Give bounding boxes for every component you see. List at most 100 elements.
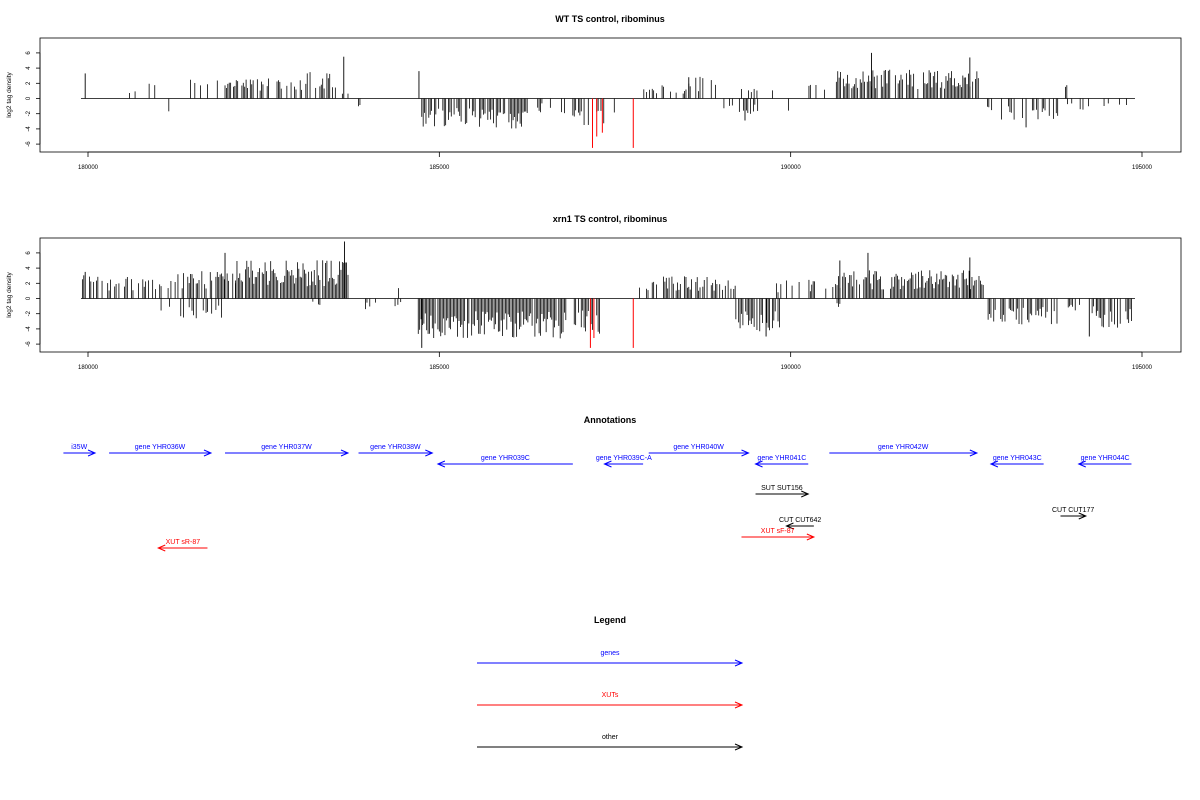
y-tick-label: 4 — [26, 66, 32, 70]
x-tick-label: 190000 — [781, 165, 802, 171]
y-tick-label: 0 — [26, 96, 32, 100]
annotation-label: gene YHR044C — [1081, 455, 1130, 462]
annotation-feature: XUT sF-87 — [741, 528, 816, 541]
annotation-feature: XUT sR-87 — [156, 539, 208, 552]
xrn1-track-panel: xrn1 TS control, ribominus log2 tag dens… — [6, 214, 1182, 371]
legend-entry-genes: genes — [477, 650, 744, 667]
legend-entry-other: other — [477, 734, 744, 751]
annotation-feature: gene YHR040W — [648, 444, 750, 457]
annotation-label: gene YHR036W — [135, 444, 186, 451]
xrn1-signal-bars — [80, 241, 1135, 348]
arrow-left-icon — [754, 460, 763, 468]
y-tick-label: -6 — [26, 141, 32, 147]
annotation-label: gene YHR041C — [757, 455, 806, 462]
annotation-feature: SUT SUT156 — [755, 485, 810, 498]
annotation-feature: gene YHR039C — [436, 455, 573, 468]
arrow-right-icon — [801, 490, 810, 498]
annotation-label: gene YHR039C — [481, 455, 530, 462]
annotation-label: CUT CUT642 — [779, 517, 821, 524]
x-tick-label: 185000 — [429, 365, 450, 371]
annotations-panel: Annotations i35W gene YHR036W gene YHR037W… — [63, 415, 1132, 552]
arrow-left-icon — [156, 544, 166, 552]
annotation-label: gene YHR042W — [878, 444, 929, 451]
y-tick-label: 2 — [26, 81, 32, 85]
annotation-label: i35W — [71, 444, 87, 451]
y-tick-label: -4 — [26, 126, 32, 132]
annotation-feature: gene YHR042W — [829, 444, 979, 457]
arrow-right-icon — [340, 449, 350, 457]
annotation-label: CUT CUT177 — [1052, 507, 1094, 514]
x-tick-label: 180000 — [78, 365, 99, 371]
y-tick-label: 0 — [26, 296, 32, 300]
annotation-feature: gene YHR036W — [109, 444, 213, 457]
y-tick-label: 6 — [26, 51, 32, 55]
annotation-feature: gene YHR044C — [1077, 455, 1132, 468]
arrow-left-icon — [436, 460, 446, 468]
legend-title: Legend — [594, 615, 626, 625]
annotation-label: SUT SUT156 — [761, 485, 803, 492]
xrn1-y-axis-label: log2 tag density — [6, 271, 13, 317]
annotation-feature: gene YHR038W — [358, 444, 434, 457]
legend-panel: Legend genes XUTs other — [477, 615, 744, 751]
wt-track-panel: WT TS control, ribominus log2 tag densit… — [6, 14, 1182, 171]
arrow-right-icon — [741, 449, 750, 457]
annotation-label: gene YHR040W — [673, 444, 724, 451]
annotation-feature: gene YHR043C — [989, 455, 1044, 468]
arrow-right-icon — [806, 533, 816, 541]
annotation-feature: i35W — [63, 444, 97, 457]
arrow-right-icon — [734, 701, 744, 709]
x-tick-label: 180000 — [78, 165, 99, 171]
arrow-left-icon — [603, 460, 612, 468]
arrow-left-icon — [989, 460, 999, 468]
legend-entry-xuts: XUTs — [477, 692, 744, 709]
wt-y-axis-label: log2 tag density — [6, 71, 13, 117]
xrn1-x-axis: 180000 185000 190000 195000 — [78, 351, 1153, 371]
arrow-right-icon — [734, 659, 744, 667]
xrn1-y-axis: 6 4 2 0 -2 -4 -6 — [26, 251, 41, 347]
annotation-label: XUT sF-87 — [761, 528, 795, 535]
x-tick-label: 195000 — [1132, 365, 1153, 371]
annotation-label: gene YHR039C-A — [596, 455, 652, 462]
annotation-feature: CUT CUT642 — [779, 517, 821, 530]
y-tick-label: -2 — [26, 310, 32, 316]
legend-label: other — [602, 734, 619, 741]
y-tick-label: -4 — [26, 326, 32, 332]
arrow-right-icon — [969, 449, 979, 457]
wt-signal-bars — [80, 52, 1135, 148]
annotation-feature: CUT CUT177 — [1052, 507, 1094, 520]
xrn1-plot-frame — [39, 237, 1182, 353]
annotation-label: gene YHR038W — [370, 444, 421, 451]
y-tick-label: 2 — [26, 281, 32, 285]
annotation-label: gene YHR043C — [993, 455, 1042, 462]
y-tick-label: 4 — [26, 266, 32, 270]
wt-track-title: WT TS control, ribominus — [555, 14, 665, 24]
arrow-left-icon — [785, 522, 794, 530]
wt-y-axis: 6 4 2 0 -2 -4 -6 — [26, 51, 41, 147]
y-tick-label: 6 — [26, 251, 32, 255]
legend-label: genes — [600, 650, 620, 657]
x-tick-label: 190000 — [781, 365, 802, 371]
arrow-right-icon — [1078, 512, 1088, 520]
y-tick-label: -2 — [26, 110, 32, 116]
annotation-feature: gene YHR039C-A — [596, 455, 652, 468]
annotation-features: i35W gene YHR036W gene YHR037W gene YHR038W… — [63, 444, 1132, 552]
wt-x-axis: 180000 185000 190000 195000 — [78, 151, 1153, 171]
annotation-feature: gene YHR037W — [225, 444, 350, 457]
arrow-right-icon — [425, 449, 434, 457]
arrow-right-icon — [734, 743, 744, 751]
xrn1-track-title: xrn1 TS control, ribominus — [553, 214, 668, 224]
x-tick-label: 195000 — [1132, 165, 1153, 171]
legend-entries: genes XUTs other — [477, 650, 744, 751]
arrow-right-icon — [87, 449, 97, 457]
arrow-right-icon — [203, 449, 213, 457]
arrow-left-icon — [1077, 460, 1086, 468]
x-tick-label: 185000 — [429, 165, 450, 171]
annotation-label: gene YHR037W — [261, 444, 312, 451]
wt-plot-frame — [39, 37, 1182, 153]
annotation-feature: gene YHR041C — [754, 455, 809, 468]
annotations-title: Annotations — [584, 415, 637, 425]
legend-label: XUTs — [602, 692, 619, 699]
y-tick-label: -6 — [26, 341, 32, 347]
annotation-label: XUT sR-87 — [166, 539, 201, 546]
